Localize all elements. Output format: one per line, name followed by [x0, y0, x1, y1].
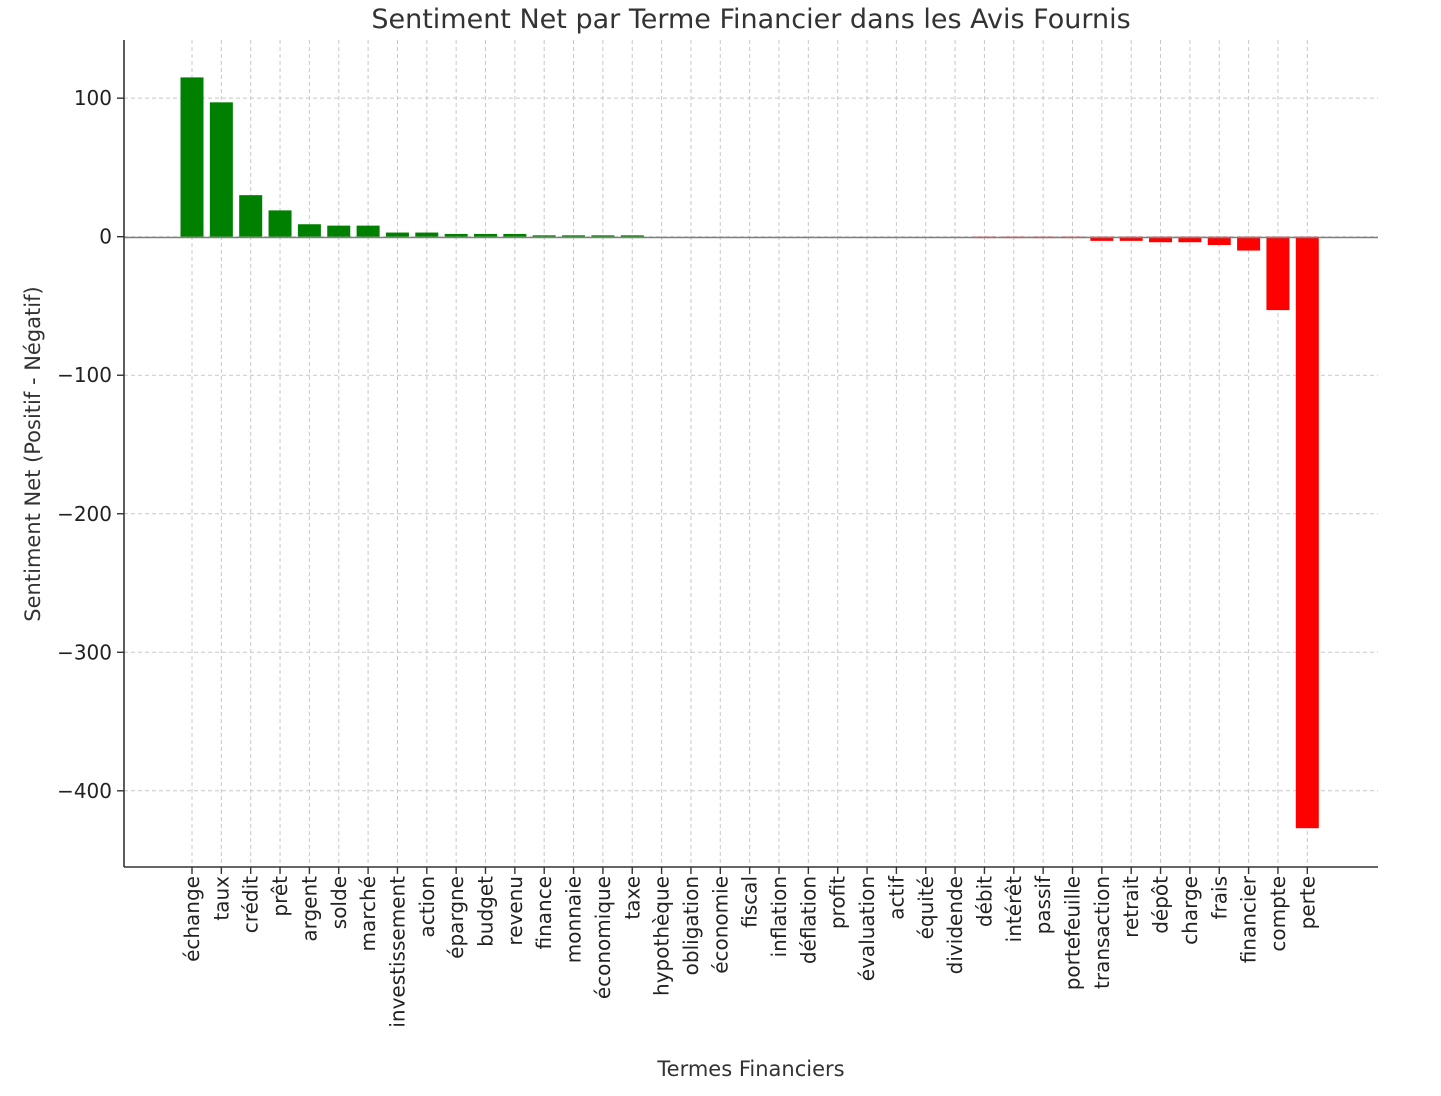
y-tick-label: 100 — [74, 86, 112, 110]
bar-finance — [532, 235, 556, 237]
bar-crédit — [239, 195, 263, 237]
y-tick-label: −200 — [57, 502, 112, 526]
x-tick-label: compte — [1266, 876, 1290, 952]
y-tick-label: −100 — [57, 363, 112, 387]
x-tick-label: évaluation — [855, 876, 879, 981]
bar-frais — [1207, 236, 1231, 246]
x-tick-label: budget — [474, 876, 498, 947]
x-tick-label: prêt — [268, 876, 292, 917]
bar-revenu — [503, 233, 527, 237]
bar-épargne — [444, 233, 468, 237]
x-tick-label: marché — [356, 876, 380, 952]
bar-économique — [591, 235, 615, 237]
bar-prêt — [268, 210, 292, 237]
x-axis-label: Termes Financiers — [656, 1057, 844, 1081]
x-tick-label: épargne — [444, 876, 468, 959]
bar-échange — [180, 77, 204, 237]
x-tick-label: solde — [327, 876, 351, 929]
y-axis-label: Sentiment Net (Positif - Négatif) — [21, 286, 45, 621]
bar-taxe — [620, 235, 644, 237]
bar-action — [415, 232, 439, 237]
y-axis-ticks: 100 0 −100 −200 −300 −400 — [57, 86, 124, 803]
x-tick-label: actif — [884, 875, 908, 920]
x-axis-ticks: échange taux crédit prêt argent solde marché in… — [180, 867, 1319, 1028]
x-tick-label: revenu — [503, 876, 527, 946]
x-tick-label: crédit — [239, 876, 263, 933]
y-tick-label: −400 — [57, 779, 112, 803]
y-tick-label: 0 — [99, 225, 112, 249]
x-tick-label: financier — [1237, 875, 1261, 963]
x-tick-label: charge — [1178, 876, 1202, 945]
bar-compte — [1266, 236, 1290, 311]
x-tick-label: fiscal — [738, 876, 762, 928]
bar-budget — [474, 233, 497, 237]
x-tick-label: perte — [1295, 876, 1319, 929]
bar-charge — [1178, 236, 1202, 243]
bars — [180, 77, 1319, 829]
x-tick-label: transaction — [1090, 876, 1114, 989]
x-tick-label: dividende — [943, 876, 967, 974]
x-tick-label: intérêt — [1002, 876, 1026, 942]
x-tick-label: argent — [297, 876, 321, 942]
x-tick-label: économie — [708, 876, 732, 974]
bar-argent — [297, 224, 321, 237]
bar-investissement — [385, 232, 409, 237]
x-tick-label: frais — [1207, 876, 1231, 920]
x-tick-label: échange — [180, 876, 204, 962]
x-tick-label: équité — [914, 876, 938, 939]
bar-monnaie — [562, 235, 586, 237]
bar-marché — [356, 225, 380, 237]
bar-dépôt — [1149, 236, 1173, 243]
x-tick-label: inflation — [767, 876, 791, 957]
x-tick-label: investissement — [385, 876, 409, 1028]
bar-perte — [1295, 236, 1319, 829]
x-tick-label: dépôt — [1149, 876, 1173, 934]
x-tick-label: action — [415, 876, 439, 938]
x-tick-label: déflation — [796, 876, 820, 964]
x-tick-label: hypothèque — [650, 876, 674, 996]
bar-transaction — [1090, 236, 1114, 241]
bar-retrait — [1119, 236, 1143, 241]
x-tick-label: taxe — [620, 876, 644, 920]
bar-financier — [1237, 236, 1261, 251]
x-tick-label: passif — [1031, 875, 1055, 934]
x-tick-label: finance — [532, 876, 556, 950]
x-tick-label: débit — [972, 876, 996, 927]
chart-title: Sentiment Net par Terme Financier dans l… — [371, 4, 1130, 35]
y-tick-label: −300 — [57, 640, 112, 664]
x-tick-label: taux — [209, 876, 233, 921]
bar-taux — [209, 102, 233, 237]
x-tick-label: retrait — [1119, 876, 1143, 938]
grid — [124, 40, 1378, 867]
x-tick-label: portefeuille — [1061, 876, 1085, 990]
x-tick-label: monnaie — [562, 876, 586, 963]
x-tick-label: économique — [591, 876, 615, 999]
x-tick-label: obligation — [679, 876, 703, 975]
bar-solde — [327, 225, 351, 237]
x-tick-label: profit — [826, 876, 850, 929]
